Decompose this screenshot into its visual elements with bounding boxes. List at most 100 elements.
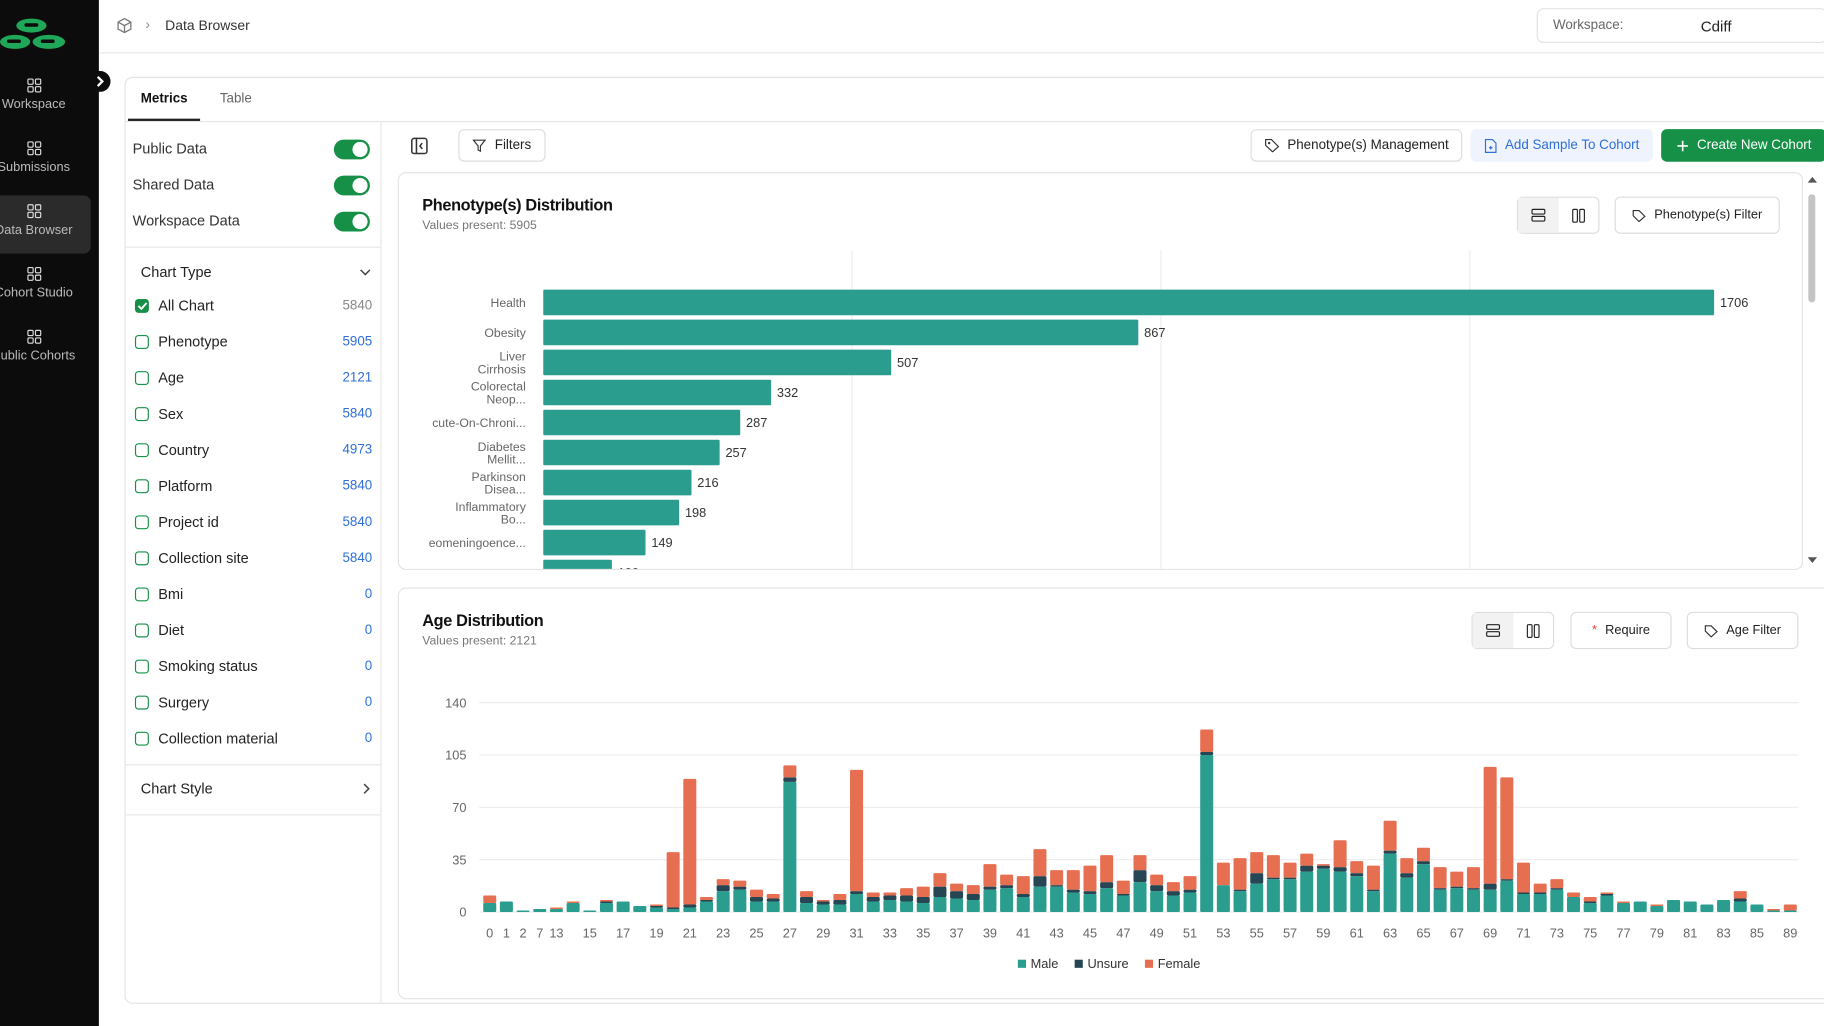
checkbox[interactable] [134,731,149,746]
scrollbar[interactable] [1803,172,1822,570]
create-cohort-button[interactable]: Create New Cohort [1661,129,1824,162]
chart-type-count: 5840 [342,298,373,313]
bar-segment [683,907,697,913]
bar-segment [1416,864,1430,913]
checkbox[interactable] [134,371,149,386]
chart-type-count: 5905 [342,335,373,349]
chart-button[interactable]: * Require [1570,611,1672,650]
chart-type-row[interactable]: All Chart 5840 [134,295,373,316]
bar-segment [1483,883,1497,890]
checkbox[interactable] [134,587,149,602]
bar-segment [1567,897,1581,913]
bar-segment [1283,879,1297,913]
add-sample-button[interactable]: Add Sample To Cohort [1470,129,1654,162]
nav-item[interactable]: Workspace [0,70,91,128]
tab[interactable]: Metrics [140,91,188,106]
chart-type-row[interactable]: Country 4973 [134,440,372,461]
bar-segment [1266,877,1280,880]
bar-segment [1300,865,1314,872]
bar-segment [1733,901,1747,913]
bar-segment [1216,885,1230,913]
x-tick-label: 21 [683,926,697,941]
x-tick-label: 83 [1716,926,1730,941]
view-toggle[interactable] [1516,196,1600,234]
chart-type-row[interactable]: Phenotype 5905 [134,332,373,353]
chart-type-row[interactable]: Smoking status 0 [134,656,372,677]
chart-button[interactable]: Phenotype(s) Filter [1614,196,1780,234]
chart-type-row[interactable]: Age 2121 [134,368,372,389]
filters-button[interactable]: Filters [458,129,546,162]
view-rows[interactable] [1472,613,1513,648]
chart-button[interactable]: Age Filter [1686,611,1799,650]
checkbox[interactable] [134,298,149,313]
age-card [397,587,1824,1000]
nav-item[interactable]: Cohort Studio [0,258,91,316]
bar-segment [1400,877,1414,913]
checkbox[interactable] [134,335,149,349]
category-label: eomeningoence... [429,536,526,550]
data-source-row: Public Data [133,138,377,159]
bar-segment [1100,888,1114,913]
bar-segment [1617,901,1631,904]
data-source-row: Workspace Data [133,211,377,232]
file-icon [1484,138,1497,153]
toggle[interactable] [333,211,370,231]
bar-segment [1133,855,1147,871]
checkbox[interactable] [134,515,149,530]
chart-type-row[interactable]: Platform 5840 [134,476,372,497]
chart-type-row[interactable]: Diet 0 [134,620,372,641]
chart-type-row[interactable]: Bmi 0 [134,584,372,605]
sidebar-expand[interactable] [89,70,111,92]
filter-icon [472,139,487,153]
nav-label: Workspace [1,97,66,112]
chart-type-count: 5840 [342,551,373,566]
collapse-panel[interactable] [411,137,428,155]
checkbox[interactable] [134,695,149,710]
phenotype-management-button[interactable]: Phenotype(s) Management [1250,129,1463,162]
nav-item[interactable]: Public Cohorts [0,321,91,379]
bar-segment [1533,883,1547,893]
checkbox[interactable] [134,659,149,674]
checkbox[interactable] [134,407,149,422]
workspace-select[interactable]: Workspace: Cdiff [1536,8,1824,44]
category-label: Health [491,296,526,310]
checkbox[interactable] [134,479,149,494]
bar-segment [1600,894,1614,896]
chart-type-row[interactable]: Project id 5840 [134,512,372,533]
chart-type-row[interactable]: Collection material 0 [134,728,372,749]
tab[interactable]: Table [219,91,252,106]
x-tick-label: 23 [716,926,730,941]
sidebar: Workspace Submissions Data Browser Cohort S… [0,0,99,1026]
view-cols[interactable] [1558,198,1598,233]
nav-icon [26,266,41,281]
value-label: 100 [618,565,639,580]
chevron-right [363,783,370,794]
bar-segment [1700,904,1714,913]
view-cols[interactable] [1513,613,1553,648]
chart-style-header[interactable]: Chart Style [141,778,371,799]
chart-type-header[interactable]: Chart Type [141,262,371,283]
nav-item[interactable]: Data Browser [0,195,91,254]
chart-type-row[interactable]: Collection site 5840 [134,548,373,569]
bar-segment [1066,892,1080,913]
checkbox[interactable] [134,443,149,458]
bar-segment [1717,900,1731,913]
chart-type-label: Phenotype [158,333,228,351]
chart-type-row[interactable]: Sex 5840 [134,404,372,425]
nav-item[interactable]: Submissions [0,133,91,191]
view-toggle[interactable] [1471,611,1555,650]
value-label: 287 [746,415,767,430]
toggle[interactable] [333,175,370,195]
checkbox[interactable] [134,551,149,566]
chart-subtitle: Values present: 2121 [422,633,537,648]
bar-segment [1050,870,1064,886]
toggle[interactable] [333,139,370,159]
chart-type-row[interactable]: Surgery 0 [134,692,372,713]
bar-segment [733,889,747,913]
checkbox[interactable] [134,623,149,638]
view-rows[interactable] [1518,197,1559,233]
chart-button-label: Phenotype(s) Filter [1654,208,1763,223]
bar-segment [1500,880,1514,913]
x-tick-label: 2 [520,926,527,941]
